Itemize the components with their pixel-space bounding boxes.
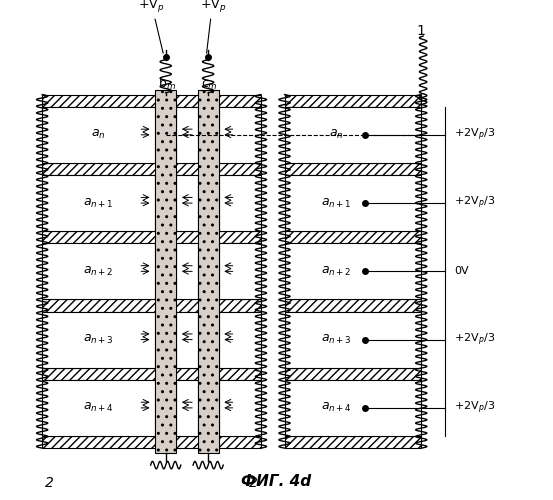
Bar [284,175,421,231]
Bar [42,107,155,163]
Text: 2: 2 [249,476,258,490]
Bar [176,175,198,231]
Bar [218,312,261,368]
Bar [284,312,421,368]
Text: +2V$_p$/3: +2V$_p$/3 [454,400,495,416]
Text: 2: 2 [45,476,54,490]
Bar [284,163,421,175]
Bar [284,107,421,163]
Bar [42,94,261,107]
Bar [284,368,421,380]
Text: $a_{n+1}$: $a_{n+1}$ [321,196,352,209]
Bar [176,244,198,300]
Bar [284,94,421,107]
Bar [284,244,421,300]
Text: $a_{n+2}$: $a_{n+2}$ [321,265,352,278]
Text: $a_n$: $a_n$ [329,128,344,141]
Bar [218,244,261,300]
Bar [176,380,198,436]
Bar [42,231,261,243]
Bar [42,175,155,231]
Bar [176,312,198,368]
Bar [42,163,261,175]
Bar [218,175,261,231]
Bar [42,380,155,436]
Text: ФИГ. 4d: ФИГ. 4d [242,474,311,488]
Bar [42,300,261,312]
Text: $a_n$: $a_n$ [91,128,106,141]
Bar [42,312,155,368]
Bar [218,107,261,163]
Text: 0V: 0V [454,266,469,276]
Text: $a_{n+3}$: $a_{n+3}$ [321,333,352,346]
Text: 1: 1 [416,24,425,38]
Bar [42,436,261,448]
Text: +V$_p$: +V$_p$ [138,0,165,14]
Bar [176,107,198,163]
Bar [155,90,176,453]
Bar [198,90,218,453]
Text: c$_m$: c$_m$ [201,78,217,92]
Bar [42,368,261,380]
Bar [284,300,421,312]
Text: +2V$_p$/3: +2V$_p$/3 [454,332,495,348]
Bar [284,436,421,448]
Bar [218,380,261,436]
Bar [284,231,421,243]
Text: $a_{n+2}$: $a_{n+2}$ [84,265,114,278]
Bar [42,244,155,300]
Text: +V$_p$: +V$_p$ [200,0,226,14]
Text: $a_{n+4}$: $a_{n+4}$ [84,402,114,414]
Text: b$_m$: b$_m$ [158,76,176,92]
Text: $a_{n+3}$: $a_{n+3}$ [84,333,114,346]
Text: +2V$_p$/3: +2V$_p$/3 [454,126,495,143]
Text: $a_{n+1}$: $a_{n+1}$ [84,196,114,209]
Text: $a_{n+4}$: $a_{n+4}$ [321,402,352,414]
Text: +2V$_p$/3: +2V$_p$/3 [454,195,495,212]
Bar [284,380,421,436]
